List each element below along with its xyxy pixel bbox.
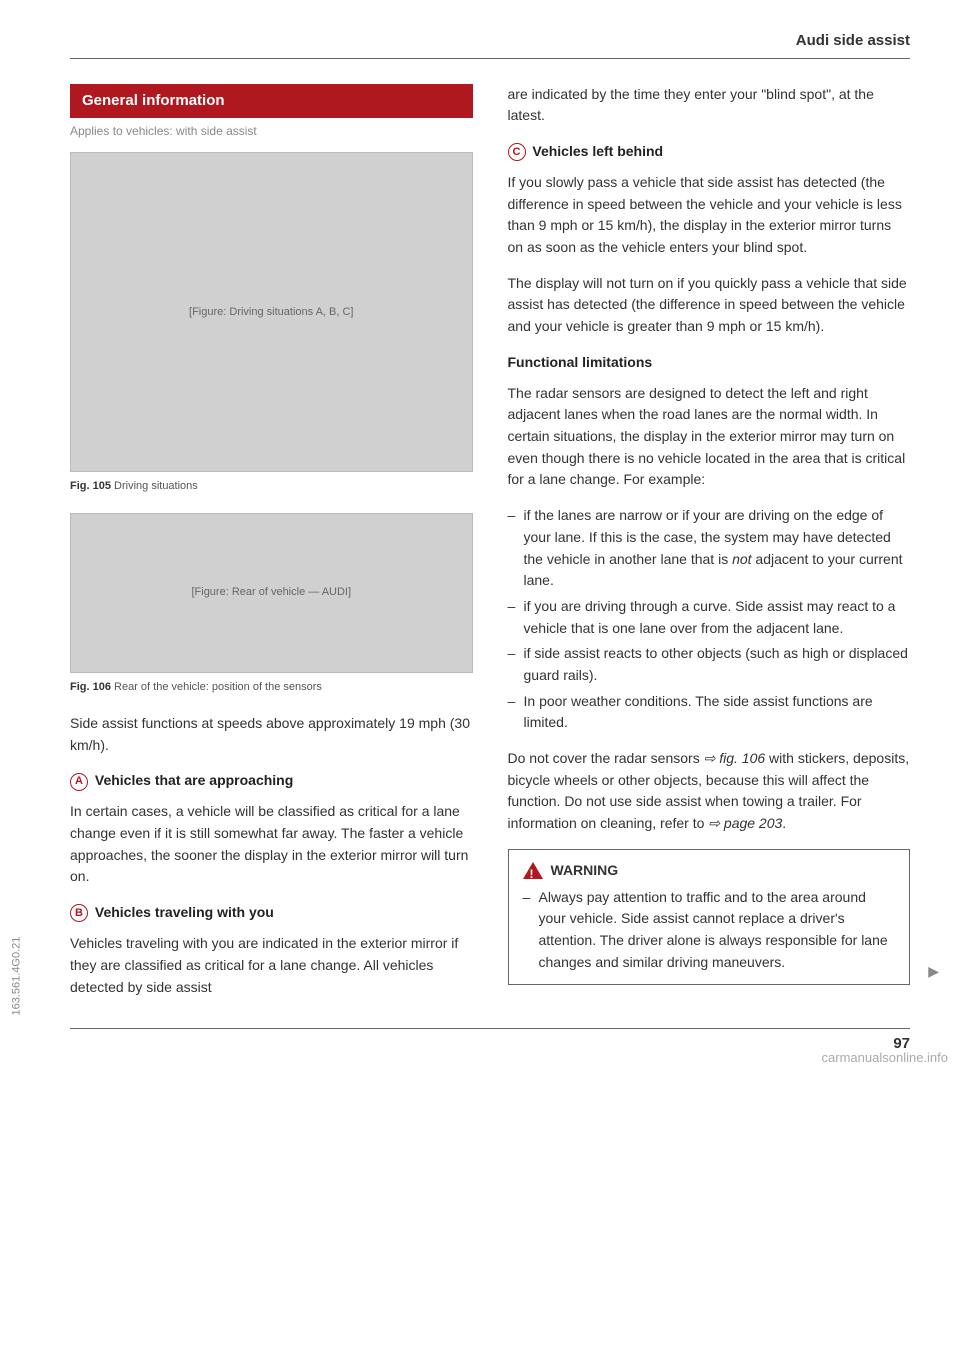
right-column: are indicated by the time they enter you… (508, 84, 911, 999)
warning-header: WARNING (523, 860, 896, 881)
figure-105-caption: Fig. 105 Driving situations (70, 478, 473, 495)
figure-106-desc: Rear of the vehicle: position of the sen… (114, 681, 322, 693)
warning-triangle-icon (523, 862, 543, 879)
paragraph-continuation: are indicated by the time they enter you… (508, 84, 911, 127)
warning-item: Always pay attention to traffic and to t… (523, 887, 896, 974)
intro-paragraph: Side assist functions at speeds above ap… (70, 713, 473, 756)
paragraph-c1: If you slowly pass a vehicle that side a… (508, 172, 911, 259)
header-rule (70, 58, 910, 59)
page-number: 97 (70, 1028, 910, 1056)
list-item: In poor weather conditions. The side ass… (508, 691, 911, 734)
continue-arrow-icon: ▶ (928, 961, 939, 982)
para-f2-c: . (782, 815, 786, 831)
paragraph-b: Vehicles traveling with you are indicate… (70, 933, 473, 998)
heading-a-text: Vehicles that are approaching (95, 772, 293, 788)
fig-ref: ⇨ fig. 106 (704, 750, 766, 766)
list-item: if you are driving through a curve. Side… (508, 596, 911, 639)
warning-box: WARNING Always pay attention to traffic … (508, 849, 911, 985)
circle-letter-b-icon: B (70, 904, 88, 922)
section-heading: General information (70, 84, 473, 119)
figure-106-caption: Fig. 106 Rear of the vehicle: position o… (70, 679, 473, 696)
figure-105-image: [Figure: Driving situations A, B, C] (70, 152, 473, 472)
figure-106-label: Fig. 106 (70, 681, 111, 693)
warning-title: WARNING (551, 860, 619, 881)
warning-list: Always pay attention to traffic and to t… (523, 887, 896, 974)
watermark: carmanualsonline.info (822, 1048, 948, 1068)
para-f2-a: Do not cover the radar sensors (508, 750, 704, 766)
heading-b: B Vehicles traveling with you (70, 902, 473, 923)
heading-c: C Vehicles left behind (508, 141, 911, 162)
heading-c-text: Vehicles left behind (532, 143, 663, 159)
side-code: 163.561.4G0.21 (9, 937, 26, 1016)
left-column: General information Applies to vehicles:… (70, 84, 473, 999)
content-columns: General information Applies to vehicles:… (70, 84, 910, 999)
applies-to-text: Applies to vehicles: with side assist (70, 122, 473, 140)
paragraph-f2: Do not cover the radar sensors ⇨ fig. 10… (508, 748, 911, 835)
circle-letter-c-icon: C (508, 143, 526, 161)
page-ref: ⇨ page 203 (708, 815, 782, 831)
heading-functional: Functional limitations (508, 352, 911, 373)
figure-105-desc: Driving situations (114, 480, 198, 492)
paragraph-a: In certain cases, a vehicle will be clas… (70, 801, 473, 888)
circle-letter-a-icon: A (70, 773, 88, 791)
paragraph-c2: The display will not turn on if you quic… (508, 273, 911, 338)
limitations-list: if the lanes are narrow or if your are d… (508, 505, 911, 734)
page-header-title: Audi side assist (70, 30, 910, 58)
figure-106-image: [Figure: Rear of vehicle — AUDI] (70, 513, 473, 673)
list-item: if side assist reacts to other objects (… (508, 643, 911, 686)
paragraph-f1: The radar sensors are designed to detect… (508, 383, 911, 491)
heading-a: A Vehicles that are approaching (70, 770, 473, 791)
figure-105-label: Fig. 105 (70, 480, 111, 492)
heading-b-text: Vehicles traveling with you (95, 904, 274, 920)
list-item: if the lanes are narrow or if your are d… (508, 505, 911, 592)
